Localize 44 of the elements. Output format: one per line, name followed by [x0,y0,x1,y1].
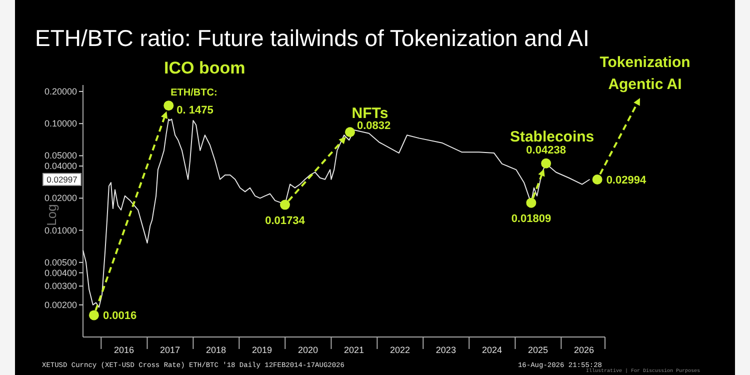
x-tick-label: 2024 [482,345,502,355]
annotation: 0.02997 [46,174,78,184]
annotation: ETH/BTC: [170,88,218,99]
point [344,127,355,138]
y-tick-label: 0.04000 [44,161,77,172]
y-tick-label: 0.10000 [44,118,77,129]
data-label: 0.02994 [606,174,647,186]
y-axis-title: Log [44,204,59,226]
y-tick-label: 0.01000 [44,225,77,236]
point [164,100,174,111]
y-tick-label: 0.02000 [44,193,77,204]
x-tick-label: 2023 [436,345,456,355]
data-label: 0. 1475 [176,104,214,117]
point [526,198,536,208]
x-tick-label: 2016 [114,345,134,355]
point [592,174,602,184]
x-tick-label: 2026 [574,345,594,355]
y-tick-label: 0.05000 [44,150,77,161]
data-label: 0.04238 [526,144,566,156]
x-tick-label: 2022 [390,345,410,355]
text: Tokenization [600,54,690,71]
x-tick-label: 2017 [160,345,180,355]
chart-title: ETH/BTC ratio: Future tailwinds of Tokenization and AI [35,25,590,51]
text: Agentic AI [608,76,682,93]
y-tick-label: 0.00400 [44,268,77,278]
point [541,158,552,168]
annotation: ICO boom [164,58,246,78]
data-label: 0.0016 [102,310,137,322]
data-label: 0.0832 [356,120,391,132]
x-tick-label: 2019 [252,345,272,355]
x-tick-label: 2020 [298,345,318,355]
x-tick-label: 2018 [206,345,226,355]
point [88,310,99,320]
x-tick-label: 2021 [344,345,364,355]
y-tick-label: 0.00500 [44,257,77,268]
data-label: 0.01734 [265,214,306,227]
annotation: Stablecoins [510,128,594,146]
y-tick-label: 0.00200 [44,300,77,310]
point [280,200,290,210]
y-tick-label: 0.20000 [44,86,77,96]
annotation: NFTs [352,105,388,122]
data-label: 0.01809 [511,212,552,225]
y-tick-label: 0.00300 [44,281,77,292]
x-tick-label: 2025 [528,345,548,355]
